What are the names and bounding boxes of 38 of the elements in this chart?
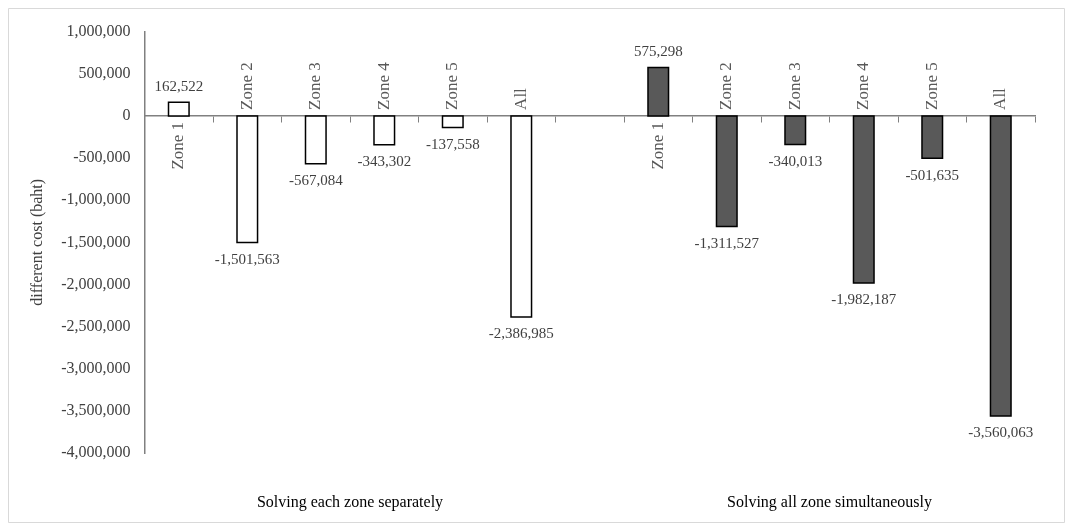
y-tick-label: -3,500,000 [61, 401, 131, 419]
data-label: -1,311,527 [694, 234, 760, 251]
x-tick-label: All [510, 87, 530, 110]
y-tick-label: -2,500,000 [61, 316, 131, 334]
data-label: 575,298 [633, 42, 683, 59]
text: Solving all zone simultaneously [727, 493, 932, 512]
x-tick-label: Zone 5 [921, 62, 941, 110]
data-label: -2,386,985 [488, 325, 554, 342]
data-label: -340,013 [768, 152, 823, 169]
x-tick-label: Zone 5 [442, 62, 462, 110]
x-tick-label: Zone 1 [168, 121, 188, 170]
data-label: -137,558 [425, 135, 480, 152]
y-tick-label: -500,000 [73, 148, 131, 166]
x-tick-label: Zone 1 [647, 121, 667, 170]
data-label: -343,302 [357, 153, 412, 170]
x-tick-label: Zone 4 [853, 61, 873, 110]
text: Solving each zone separately [256, 493, 444, 512]
x-tick-label: Zone 3 [784, 62, 804, 110]
y-tick-label: 1,000,000 [66, 21, 131, 39]
data-label: -1,501,563 [214, 250, 280, 267]
data-label: 162,522 [154, 77, 204, 94]
y-tick-label: 0 [122, 106, 131, 124]
x-tick-label: Zone 2 [716, 62, 736, 110]
y-tick-label: 500,000 [78, 63, 131, 81]
x-tick-label: All [990, 87, 1010, 110]
y-tick-label: -1,000,000 [61, 190, 131, 208]
x-tick-label: Zone 2 [236, 62, 256, 110]
data-label: -1,982,187 [831, 291, 897, 308]
y-axis-title: different cost (baht) [27, 178, 46, 306]
data-label: -567,084 [288, 172, 344, 189]
y-tick-label: -4,000,000 [61, 443, 131, 461]
data-label: -501,635 [905, 166, 960, 183]
y-tick-label: -2,000,000 [61, 274, 131, 292]
x-tick-label: Zone 4 [373, 61, 393, 110]
y-tick-label: -3,000,000 [61, 358, 131, 376]
data-label: -3,560,063 [968, 424, 1034, 441]
y-tick-label: -1,500,000 [61, 232, 131, 250]
x-tick-label: Zone 3 [305, 62, 325, 110]
